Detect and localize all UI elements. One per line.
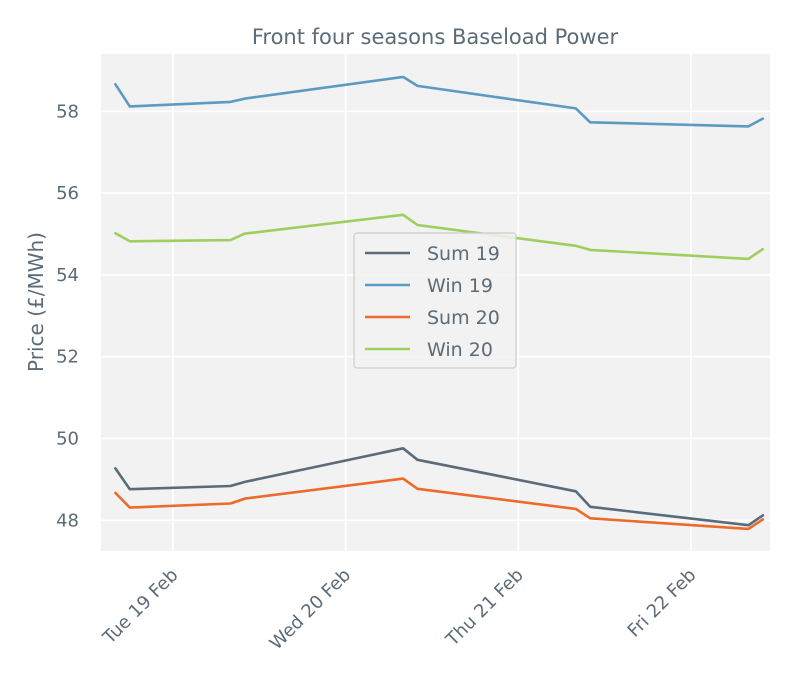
series-line-sum-19 xyxy=(114,446,765,527)
series-line-win-20 xyxy=(114,213,765,261)
chart-title: Front four seasons Baseload Power xyxy=(252,25,619,49)
y-tick-label: 56 xyxy=(56,183,79,204)
x-tick-label: Fri 22 Feb xyxy=(624,565,701,642)
x-tick-label: Thu 21 Feb xyxy=(441,565,527,651)
x-tick-label: Wed 20 Feb xyxy=(266,565,355,654)
legend: Sum 19 Win 19 Sum 20 Win 20 xyxy=(353,232,517,369)
y-tick-label: 48 xyxy=(56,510,79,531)
legend-box xyxy=(353,232,517,369)
y-axis-ticks: 48 50 52 54 56 58 xyxy=(56,101,79,531)
y-axis-label: Price (£/MWh) xyxy=(24,232,48,372)
y-tick-label: 54 xyxy=(56,265,79,286)
x-tick-label: Tue 19 Feb xyxy=(98,565,182,649)
legend-label-win-19: Win 19 xyxy=(427,275,493,297)
legend-label-sum-19: Sum 19 xyxy=(427,243,500,265)
legend-label-win-20: Win 20 xyxy=(427,339,493,361)
y-tick-label: 52 xyxy=(56,347,79,368)
series-line-win-19 xyxy=(114,75,765,128)
series-line-sum-20 xyxy=(114,477,765,531)
x-axis-ticks: Tue 19 Feb Wed 20 Feb Thu 21 Feb Fri 22 Feb xyxy=(98,565,700,654)
y-tick-label: 58 xyxy=(56,101,79,122)
legend-label-sum-20: Sum 20 xyxy=(427,307,500,329)
y-tick-label: 50 xyxy=(56,429,79,450)
series-lines xyxy=(114,75,765,531)
